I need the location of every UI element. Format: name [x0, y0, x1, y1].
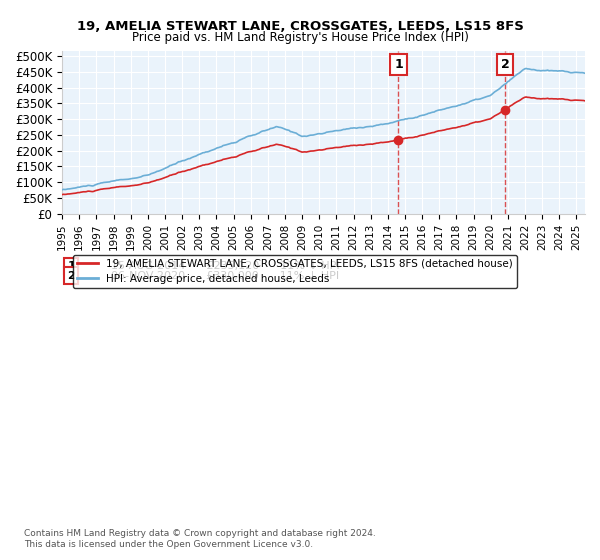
- Text: 06-NOV-2020      £330,000      11% ↓ HPI: 06-NOV-2020 £330,000 11% ↓ HPI: [104, 270, 339, 281]
- Text: 2: 2: [67, 270, 75, 281]
- Text: 1: 1: [394, 58, 403, 71]
- Text: 15-AUG-2014      £235,120      11% ↓ HPI: 15-AUG-2014 £235,120 11% ↓ HPI: [104, 261, 340, 271]
- Legend: 19, AMELIA STEWART LANE, CROSSGATES, LEEDS, LS15 8FS (detached house), HPI: Aver: 19, AMELIA STEWART LANE, CROSSGATES, LEE…: [73, 255, 517, 288]
- Text: 19, AMELIA STEWART LANE, CROSSGATES, LEEDS, LS15 8FS: 19, AMELIA STEWART LANE, CROSSGATES, LEE…: [77, 20, 523, 32]
- Text: 1: 1: [67, 261, 75, 271]
- Text: Contains HM Land Registry data © Crown copyright and database right 2024.
This d: Contains HM Land Registry data © Crown c…: [24, 529, 376, 549]
- Text: 2: 2: [501, 58, 509, 71]
- Text: Price paid vs. HM Land Registry's House Price Index (HPI): Price paid vs. HM Land Registry's House …: [131, 31, 469, 44]
